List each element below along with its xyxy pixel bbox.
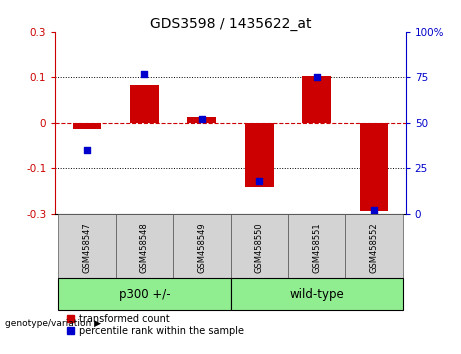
Text: GSM458548: GSM458548 [140,222,149,273]
Text: GSM458551: GSM458551 [312,222,321,273]
Bar [58,214,116,278]
Legend: transformed count, percentile rank within the sample: transformed count, percentile rank withi… [67,314,244,336]
Bar [173,214,230,278]
Bar [130,85,159,123]
Bar [345,214,403,278]
Point [313,75,320,80]
Bar [245,123,273,187]
Point [255,178,263,184]
Bar [230,278,403,310]
Text: GSM458550: GSM458550 [255,222,264,273]
Bar [230,214,288,278]
Point [141,71,148,76]
Title: GDS3598 / 1435622_at: GDS3598 / 1435622_at [150,17,311,31]
Text: GSM458552: GSM458552 [370,222,378,273]
Text: wild-type: wild-type [290,287,344,301]
Bar [360,123,389,211]
Text: GSM458547: GSM458547 [83,222,91,273]
Bar [116,214,173,278]
Bar [302,76,331,123]
Bar [58,278,230,310]
Text: GSM458549: GSM458549 [197,222,206,273]
Bar [188,117,216,123]
Point [370,207,378,213]
Bar [288,214,345,278]
Bar [72,123,101,129]
Text: genotype/variation ▶: genotype/variation ▶ [5,319,100,329]
Point [83,147,91,153]
Text: p300 +/-: p300 +/- [118,287,170,301]
Point [198,116,206,122]
